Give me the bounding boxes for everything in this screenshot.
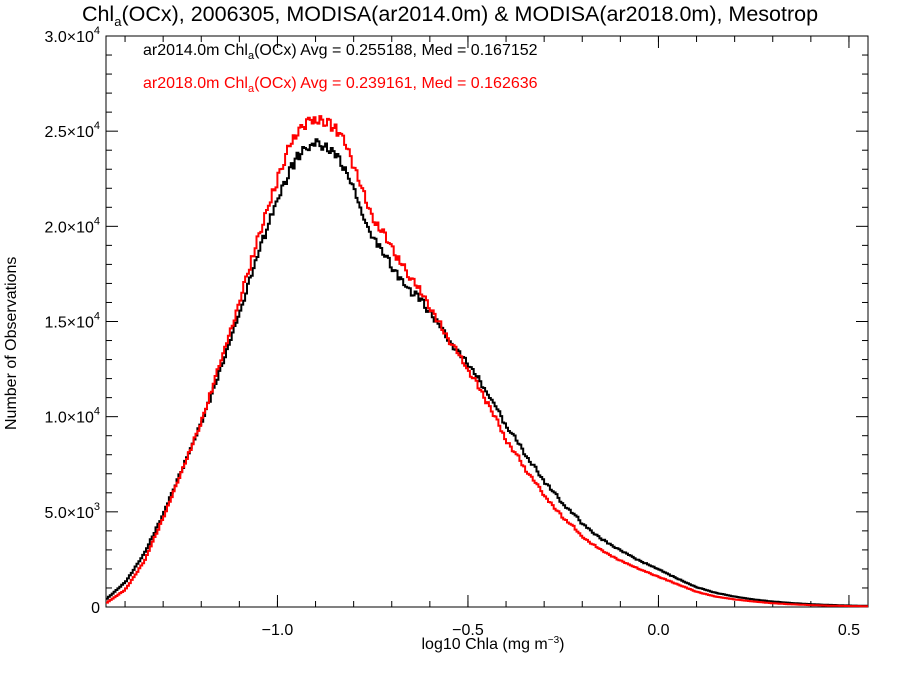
series-lines [106,115,868,608]
x-tick-label: 0.5 [838,622,860,639]
y-axis-label: Number of Observations [3,256,20,430]
x-tick-label: −0.5 [452,622,484,639]
y-tick-label: 0 [91,600,100,617]
tick-labels: −1.0 −0.5 0.0 0.5 0 5.0×103 1.0×104 1.5×104 2.0×… [44,25,860,639]
y-tick-label: 1.5×104 [44,311,100,332]
y-tick-label: 1.0×104 [44,406,100,427]
y-tick-label: 2.5×104 [44,120,100,141]
x-tick-label: −1.0 [262,622,294,639]
chart-title: Chla(OCx), 2006305, MODISA(ar2014.0m) & … [81,2,819,29]
y-tick-label: 3.0×104 [44,25,100,46]
x-axis-label: log10 Chla (mg m−3) [421,635,565,654]
y-tick-label: 2.0×104 [44,215,100,236]
series-stat-ar2018: ar2018.0m Chla(OCx) Avg = 0.239161, Med … [143,75,538,95]
axis-ticks [106,35,868,608]
x-tick-label: 0.0 [647,622,669,639]
series-line-0 [106,138,868,607]
y-tick-label: 5.0×103 [44,501,100,522]
series-stat-ar2014: ar2014.0m Chla(OCx) Avg = 0.255188, Med … [143,42,538,62]
plot-area [105,35,869,608]
series-line-1 [106,115,868,608]
